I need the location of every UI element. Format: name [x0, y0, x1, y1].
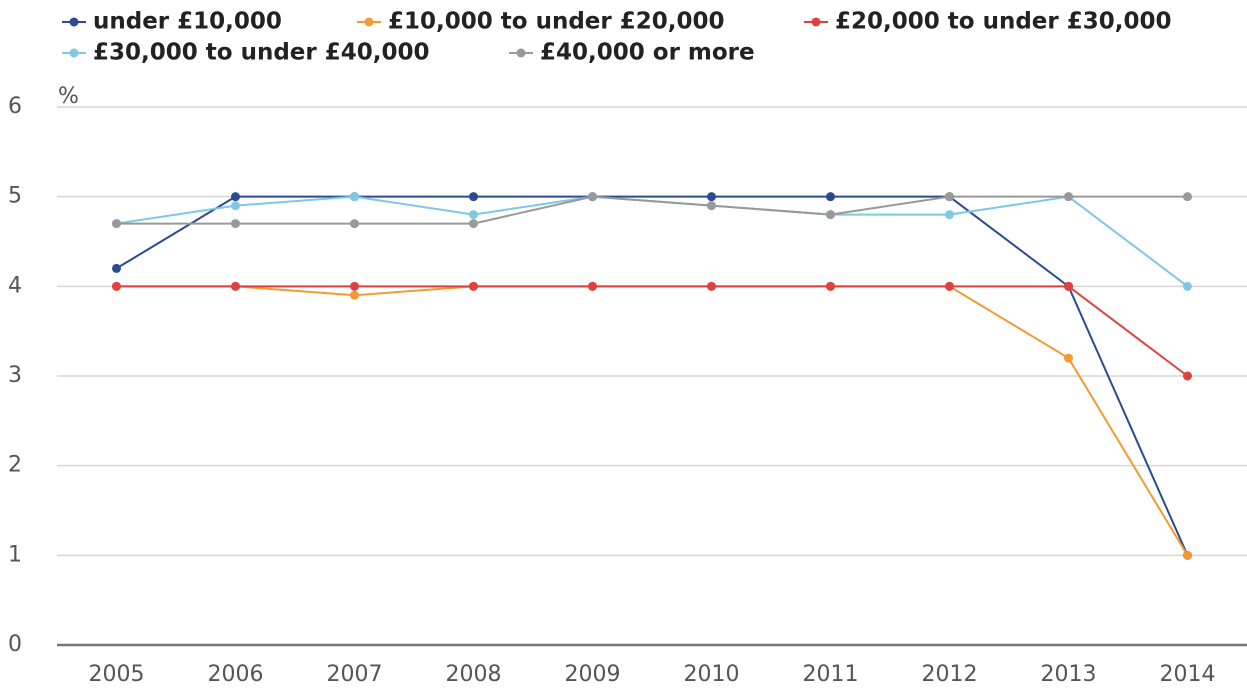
data-point [707, 192, 716, 202]
data-point [350, 290, 359, 300]
x-tick-label: 2014 [1160, 662, 1216, 687]
x-tick-label: 2012 [922, 662, 978, 687]
legend-marker [516, 48, 526, 58]
data-point [350, 192, 359, 202]
data-point [231, 219, 240, 229]
data-point [1183, 550, 1192, 560]
legend-label: £10,000 to under £20,000 [388, 9, 725, 35]
legend-marker [69, 48, 79, 58]
data-point [112, 281, 121, 291]
data-point [588, 281, 597, 291]
data-point [588, 192, 597, 202]
data-point [945, 281, 954, 291]
y-tick-label: 4 [8, 273, 22, 298]
series-line [116, 285, 1189, 377]
data-point [469, 219, 478, 229]
y-tick-label: 5 [8, 184, 22, 209]
series-line [116, 195, 1188, 225]
y-axis-label: % [58, 84, 79, 109]
series-line [115, 195, 1189, 556]
legend-label: under £10,000 [93, 9, 282, 35]
x-tick-label: 2006 [208, 662, 264, 687]
data-point [112, 219, 121, 229]
data-point [826, 192, 835, 202]
x-tick-label: 2007 [327, 662, 383, 687]
data-point [945, 210, 954, 220]
data-point [1183, 371, 1192, 381]
data-point [1064, 281, 1073, 291]
data-point [350, 219, 359, 229]
legend-label: £20,000 to under £30,000 [835, 9, 1172, 35]
data-point [231, 201, 240, 211]
x-tick-label: 2010 [684, 662, 740, 687]
data-point [826, 281, 835, 291]
y-tick-label: 1 [8, 542, 22, 567]
data-point [469, 192, 478, 202]
x-tick-label: 2011 [803, 662, 859, 687]
x-tick-label: 2013 [1041, 662, 1097, 687]
x-tick-label: 2008 [446, 662, 502, 687]
data-point [469, 281, 478, 291]
y-tick-label: 2 [8, 453, 22, 478]
legend-marker [364, 17, 374, 27]
data-point [1064, 353, 1073, 363]
legend-marker [811, 17, 821, 27]
y-tick-label: 6 [8, 94, 22, 119]
legend-label: £30,000 to under £40,000 [93, 40, 430, 66]
series-line [116, 285, 1189, 556]
data-point [469, 210, 478, 220]
data-point [1064, 192, 1073, 202]
x-tick-label: 2009 [565, 662, 621, 687]
data-point [826, 210, 835, 220]
data-point [112, 263, 121, 273]
legend-marker [69, 17, 79, 27]
data-point [350, 281, 359, 291]
data-point [707, 281, 716, 291]
data-point [231, 281, 240, 291]
data-point [231, 192, 240, 202]
data-point [945, 192, 954, 202]
data-point [707, 201, 716, 211]
y-tick-label: 0 [8, 632, 22, 657]
y-tick-label: 3 [8, 363, 22, 388]
data-point [1183, 281, 1192, 291]
data-point [1183, 192, 1192, 202]
legend-label: £40,000 or more [540, 40, 755, 66]
x-tick-label: 2005 [89, 662, 145, 687]
series-line [116, 195, 1189, 288]
